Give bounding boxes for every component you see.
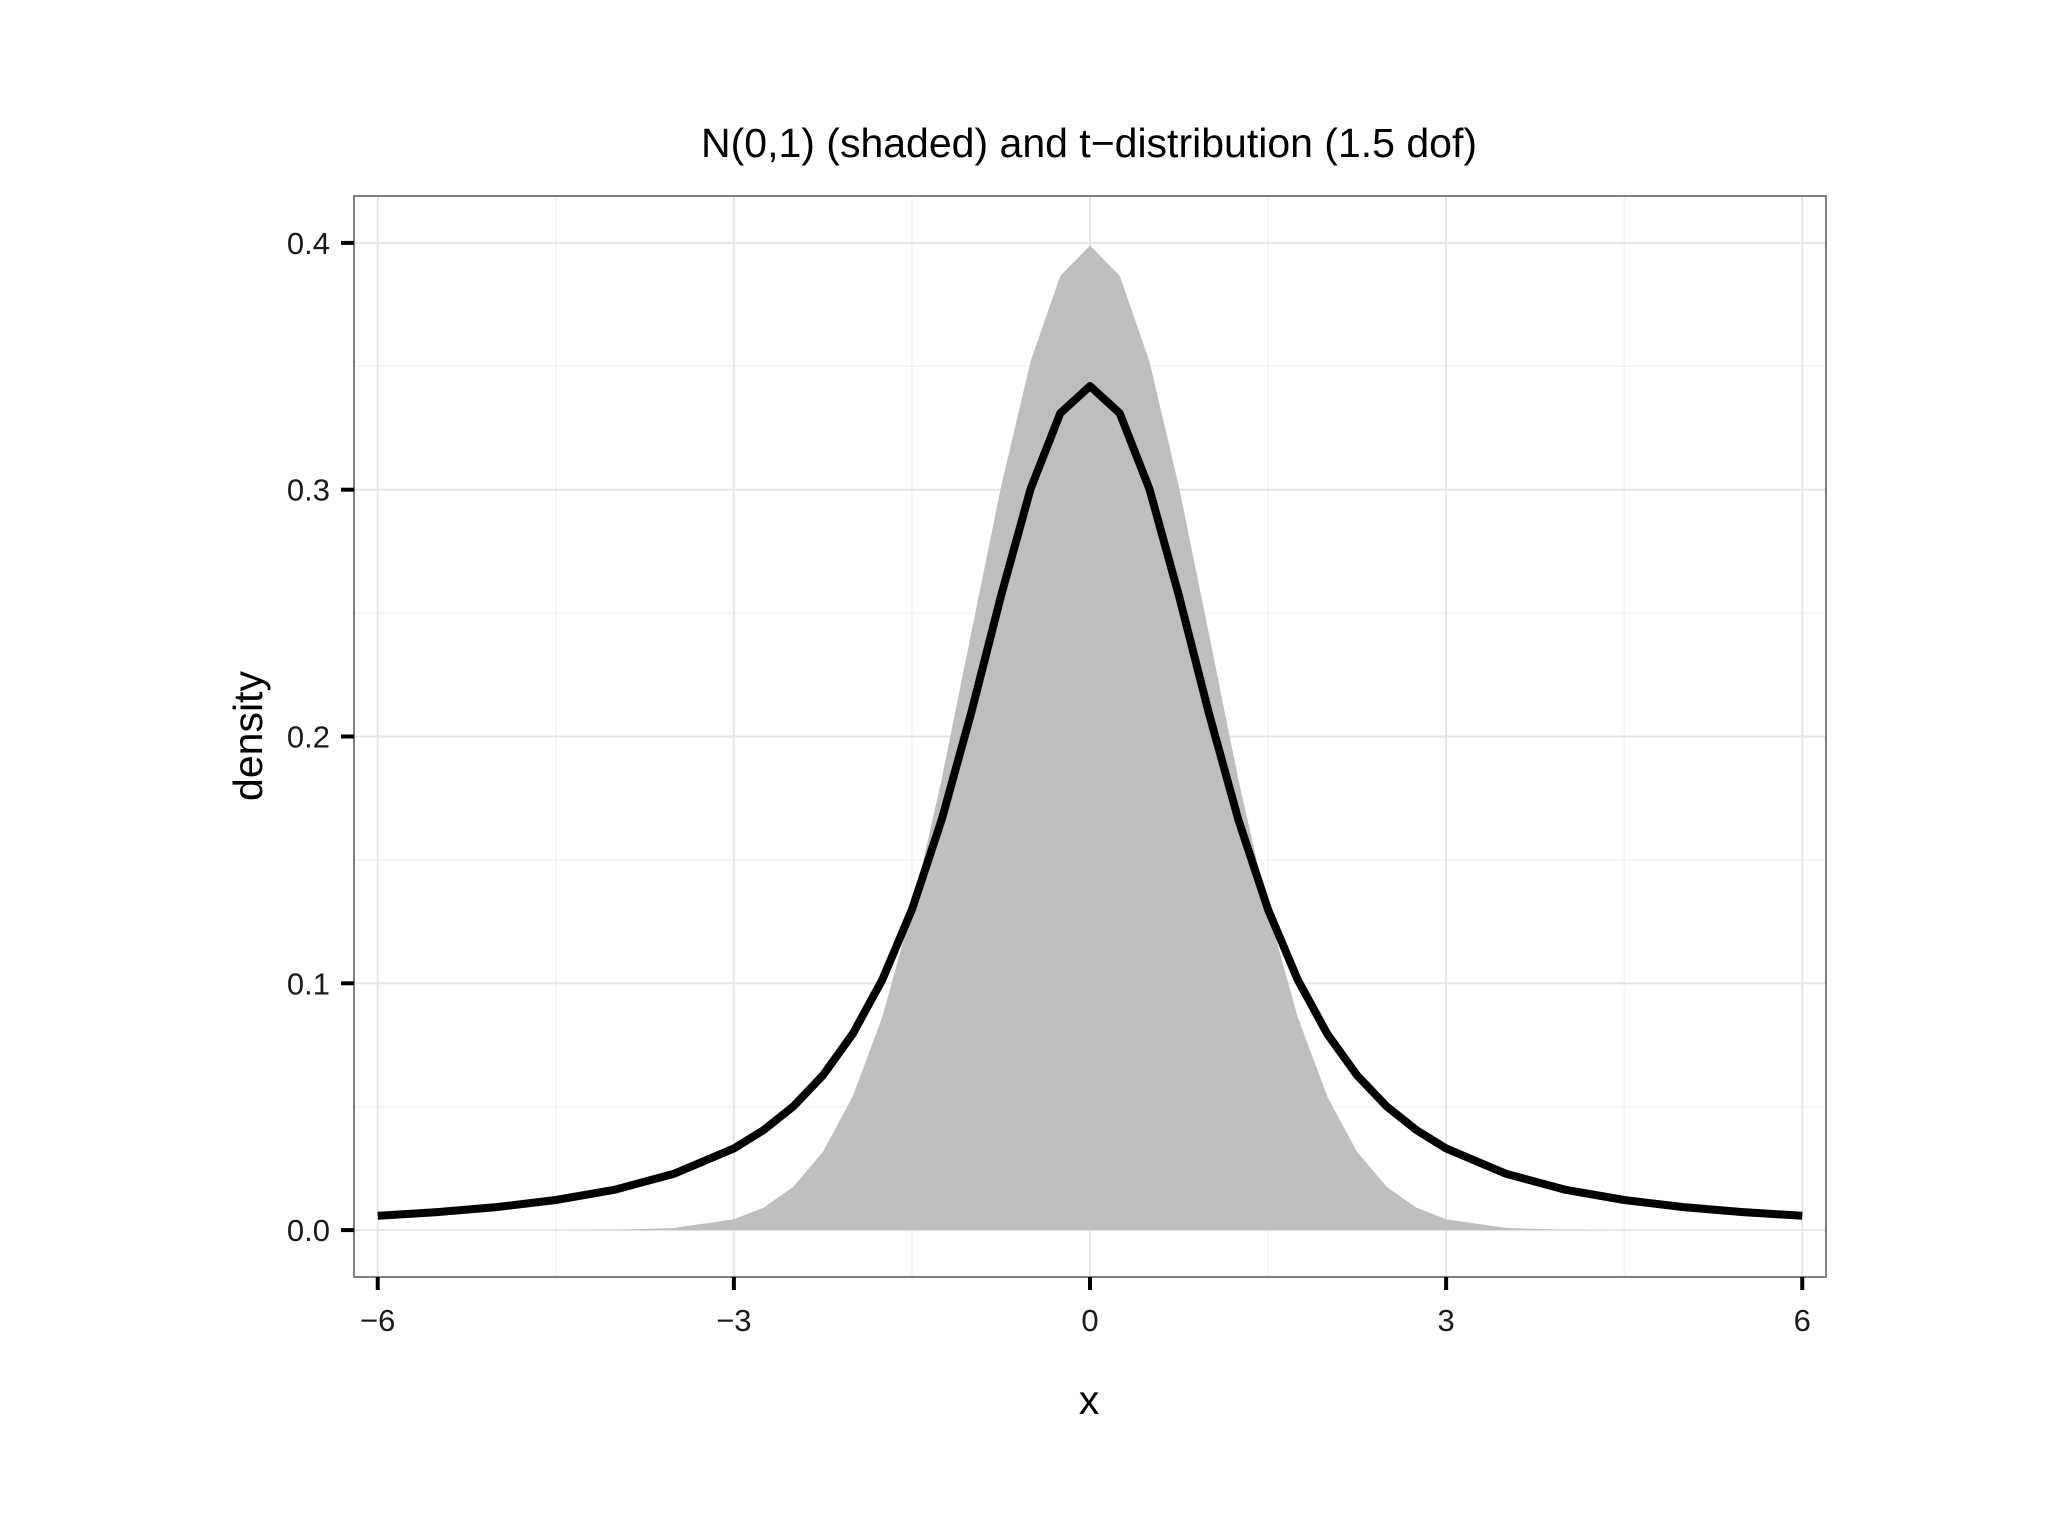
y-axis: 0.0 0.1 0.2 0.3 0.4 (287, 226, 354, 1248)
series-layer (377, 245, 1803, 1231)
y-tick-label: 0.3 (287, 473, 330, 508)
x-axis-title: x (1079, 1377, 1100, 1423)
x-tick-label: 6 (1794, 1303, 1811, 1338)
x-tick-label: −6 (360, 1303, 395, 1338)
x-tick-label: −3 (716, 1303, 751, 1338)
normal-density-area (377, 245, 1803, 1231)
t-density-line (377, 382, 1803, 1220)
x-tick-label: 3 (1438, 1303, 1455, 1338)
x-axis: −6 −3 0 3 6 (360, 1277, 1811, 1338)
x-tick-label: 0 (1081, 1303, 1098, 1338)
y-tick-label: 0.4 (287, 226, 330, 261)
y-axis-title: density (225, 671, 271, 801)
y-tick-label: 0.0 (287, 1213, 330, 1248)
y-tick-label: 0.1 (287, 966, 330, 1001)
y-tick-label: 0.2 (287, 720, 330, 755)
chart-title: N(0,1) (shaded) and t−distribution (1.5 … (701, 120, 1477, 166)
